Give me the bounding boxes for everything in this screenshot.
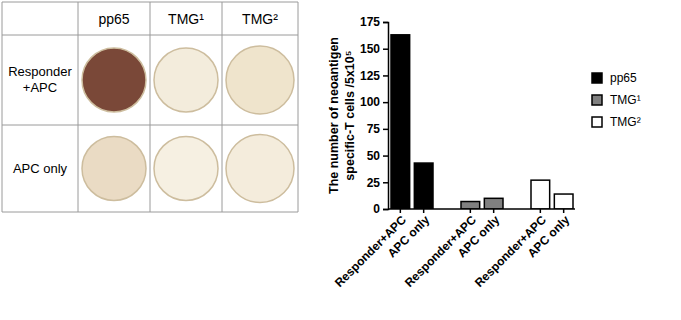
legend-swatch [592, 95, 602, 105]
legend-swatch [592, 117, 602, 127]
bar [414, 163, 433, 209]
bar [484, 198, 503, 209]
y-tick: 50 [367, 149, 388, 163]
well [154, 48, 218, 112]
y-tick-mark [383, 102, 388, 104]
table-rule [150, 2, 151, 212]
x-tick-label: APC only [525, 213, 573, 261]
legend-label: TMG² [610, 115, 641, 129]
y-tick-label: 150 [360, 42, 380, 56]
legend: pp65 TMG¹ TMG² [592, 71, 641, 129]
x-tick-label: APC only [385, 213, 433, 261]
y-tick: 75 [367, 122, 388, 136]
y-axis-title: The number of neoantigenspecific-T cells… [327, 37, 357, 194]
y-tick-mark [383, 182, 388, 184]
row-label: APC only [13, 161, 68, 176]
bar [554, 194, 573, 209]
y-tick: 100 [360, 95, 388, 109]
well-table: pp65 TMG¹ TMG² Responder+APC APC only [2, 2, 298, 212]
x-tick-mark [470, 209, 472, 213]
y-axis-line [383, 23, 389, 210]
table-rule [2, 125, 298, 126]
x-axis: Responder+APCAPC onlyResponder+APCAPC on… [332, 209, 575, 290]
y-tick-label: 50 [367, 149, 381, 163]
row-label: Responder+APC [8, 64, 72, 95]
x-tick: APC only [455, 209, 503, 260]
x-tick-mark [400, 209, 402, 213]
y-tick-mark [383, 75, 388, 77]
table-rule [2, 35, 298, 36]
x-tick-mark [423, 209, 425, 213]
table-rule [2, 2, 3, 212]
y-tick-mark [383, 22, 388, 24]
well [82, 137, 146, 201]
y-tick-mark [383, 129, 388, 131]
column-header: pp65 [98, 11, 129, 27]
well [226, 46, 294, 114]
table-rule [78, 2, 79, 212]
y-tick-label: 75 [367, 122, 381, 136]
y-tick: 150 [360, 42, 388, 56]
x-tick-mark [540, 209, 542, 213]
well [226, 135, 294, 203]
y-tick: 175 [360, 15, 388, 29]
x-axis-line [388, 208, 575, 210]
table-rule [222, 2, 223, 212]
x-tick-label: APC only [455, 213, 503, 261]
x-tick-mark [563, 209, 565, 213]
table-rule [2, 2, 298, 3]
y-tick-mark [383, 155, 388, 157]
y-tick: 25 [367, 176, 388, 190]
table-rule [298, 2, 299, 212]
legend-label: TMG¹ [610, 93, 641, 107]
legend-swatch [592, 73, 602, 83]
y-tick: 125 [360, 69, 388, 83]
y-tick: 0 [373, 202, 388, 216]
y-tick-label: 25 [367, 176, 381, 190]
bar [461, 202, 480, 209]
x-tick: APC only [385, 209, 433, 260]
y-tick-label: 125 [360, 69, 380, 83]
table-rule [2, 212, 298, 213]
well [154, 137, 218, 201]
bars [391, 35, 573, 209]
column-header: TMG² [242, 11, 278, 27]
y-tick-mark [383, 209, 388, 211]
y-tick-mark [383, 48, 388, 50]
y-tick-label: 100 [360, 95, 380, 109]
y-axis: 0 25 50 75 100 125 150 175 [360, 15, 389, 216]
well [82, 48, 146, 112]
x-tick: APC only [525, 209, 573, 260]
x-tick-mark [493, 209, 495, 213]
bar [391, 35, 410, 209]
legend-label: pp65 [610, 71, 637, 85]
column-header: TMG¹ [168, 11, 204, 27]
bar [531, 180, 550, 209]
y-tick-label: 0 [373, 202, 380, 216]
y-tick-label: 175 [360, 15, 380, 29]
